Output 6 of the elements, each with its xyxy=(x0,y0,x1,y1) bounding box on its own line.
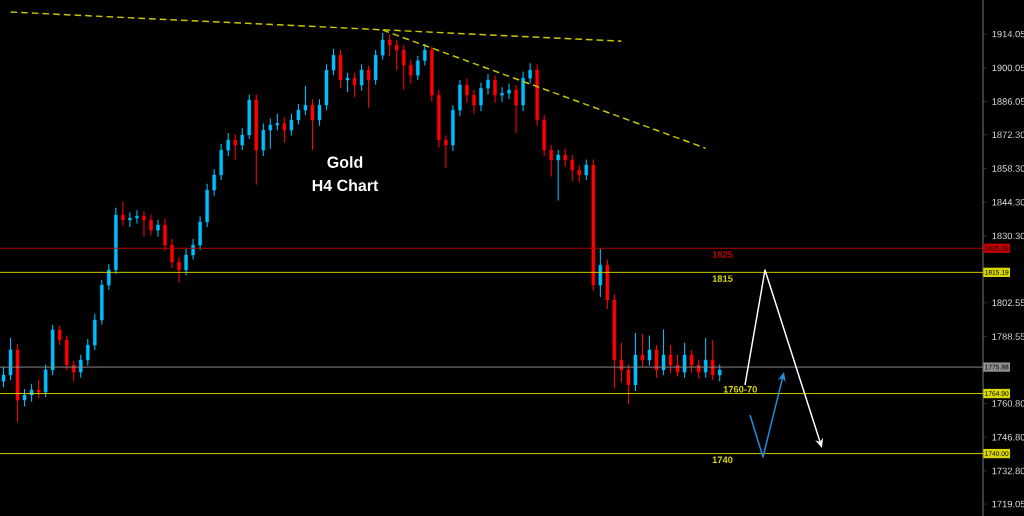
text: H4 Chart xyxy=(312,179,379,192)
text: Gold xyxy=(327,156,363,168)
ref-line-label: 1740 xyxy=(712,456,733,464)
annotation: 1760-70 xyxy=(723,386,757,393)
ref-line-label: 1815 xyxy=(712,275,733,282)
ref-line-label: 1825 xyxy=(712,251,733,258)
